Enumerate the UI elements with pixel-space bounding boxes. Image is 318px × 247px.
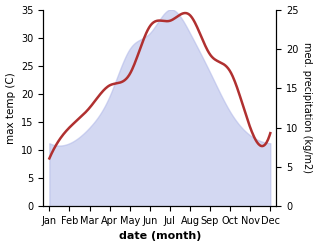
Y-axis label: med. precipitation (kg/m2): med. precipitation (kg/m2) [302,42,313,173]
Y-axis label: max temp (C): max temp (C) [5,72,16,144]
X-axis label: date (month): date (month) [119,231,201,242]
